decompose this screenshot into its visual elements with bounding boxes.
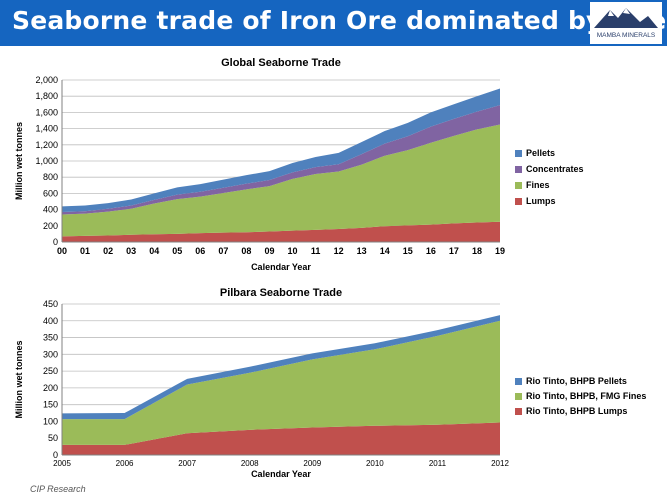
legend-swatch <box>515 150 522 157</box>
y-tick-label: 1,000 <box>35 156 58 166</box>
x-tick-label: 08 <box>241 246 251 256</box>
x-tick-label: 03 <box>126 246 136 256</box>
y-tick-label: 0 <box>53 237 58 247</box>
y-tick-label: 1,400 <box>35 124 58 134</box>
y-axis-label: Million wet tonnes <box>14 122 24 200</box>
area-rio-tinto-bhpb-pellets <box>62 315 500 420</box>
y-tick-label: 200 <box>43 221 58 231</box>
x-tick-label: 2010 <box>366 459 384 468</box>
area-rio-tinto-bhpb-fmg-fines <box>62 320 500 445</box>
title-bar: Seaborne trade of Iron Ore dominated by … <box>0 0 667 46</box>
legend-label: Rio Tinto, BHPB Lumps <box>526 406 627 416</box>
x-tick-label: 18 <box>472 246 482 256</box>
x-axis-label: Calendar Year <box>251 469 311 479</box>
x-tick-label: 13 <box>357 246 367 256</box>
y-tick-label: 200 <box>43 383 58 393</box>
y-tick-label: 250 <box>43 366 58 376</box>
y-tick-label: 1,200 <box>35 140 58 150</box>
y-tick-label: 400 <box>43 205 58 215</box>
y-tick-label: 50 <box>48 433 58 443</box>
x-tick-label: 2006 <box>116 459 134 468</box>
x-axis-label: Calendar Year <box>251 262 311 272</box>
area-rio-tinto-bhpb-lumps <box>62 422 500 455</box>
y-tick-label: 1,800 <box>35 91 58 101</box>
y-tick-label: 300 <box>43 349 58 359</box>
pilbara-seaborne-trade-chart: Pilbara Seaborne Trade 0 50 100 150 200 250 300… <box>14 287 646 479</box>
source-note: CIP Research <box>30 484 86 494</box>
legend-label: Pellets <box>526 148 555 158</box>
y-tick-label: 100 <box>43 416 58 426</box>
x-tick-label: 17 <box>449 246 459 256</box>
y-tick-label: 1,600 <box>35 107 58 117</box>
area-fines <box>62 124 500 237</box>
x-tick-label: 05 <box>172 246 182 256</box>
x-tick-label: 16 <box>426 246 436 256</box>
legend-swatch <box>515 408 522 415</box>
global-seaborne-trade-chart: Global Seaborne Trade02004006008001,0001… <box>14 57 584 272</box>
legend-swatch <box>515 182 522 189</box>
x-tick-label: 02 <box>103 246 113 256</box>
y-tick-label: 150 <box>43 400 58 410</box>
chart-title: Pilbara Seaborne Trade <box>220 287 342 299</box>
x-tick-label: 2011 <box>429 459 447 468</box>
y-axis-label: Million wet tonnes <box>14 341 24 419</box>
slide-title: Seaborne trade of Iron Ore dominated by … <box>12 6 667 35</box>
legend-label: Rio Tinto, BHPB Pellets <box>526 376 627 386</box>
x-tick-label: 14 <box>380 246 390 256</box>
y-tick-label: 400 <box>43 316 58 326</box>
chart-title: Global Seaborne Trade <box>221 57 341 69</box>
x-tick-label: 07 <box>218 246 228 256</box>
x-tick-label: 2012 <box>491 459 509 468</box>
legend-label: Rio Tinto, BHPB, FMG Fines <box>526 391 646 401</box>
x-tick-label: 19 <box>495 246 505 256</box>
legend-swatch <box>515 378 522 385</box>
x-tick-label: 09 <box>264 246 274 256</box>
x-tick-label: 2009 <box>303 459 321 468</box>
x-tick-label: 15 <box>403 246 413 256</box>
y-tick-label: 350 <box>43 333 58 343</box>
x-tick-label: 04 <box>149 246 159 256</box>
legend-swatch <box>515 198 522 205</box>
x-tick-label: 12 <box>334 246 344 256</box>
logo-wordmark: MAMBA MINERALS <box>597 32 656 39</box>
legend-swatch <box>515 166 522 173</box>
company-logo: MAMBA MINERALS <box>590 2 662 44</box>
x-tick-label: 2007 <box>178 459 196 468</box>
legend-label: Lumps <box>526 196 556 206</box>
y-tick-label: 450 <box>43 299 58 309</box>
x-tick-label: 10 <box>288 246 298 256</box>
x-tick-label: 11 <box>311 246 321 256</box>
legend-label: Concentrates <box>526 164 584 174</box>
x-tick-label: 00 <box>57 246 67 256</box>
legend-label: Fines <box>526 180 550 190</box>
y-tick-label: 2,000 <box>35 75 58 85</box>
x-tick-label: 01 <box>80 246 90 256</box>
x-tick-label: 06 <box>195 246 205 256</box>
area-lumps <box>62 221 500 242</box>
y-tick-label: 0 <box>53 450 58 460</box>
y-tick-label: 600 <box>43 188 58 198</box>
legend-swatch <box>515 393 522 400</box>
y-tick-label: 800 <box>43 172 58 182</box>
x-tick-label: 2008 <box>241 459 259 468</box>
x-tick-label: 2005 <box>53 459 71 468</box>
